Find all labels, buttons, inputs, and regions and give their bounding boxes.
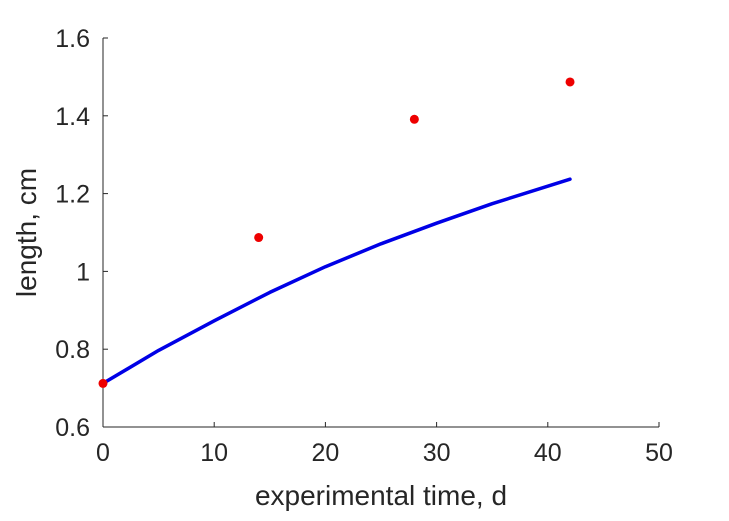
y-tick-label: 0.6 — [55, 414, 90, 442]
x-tick-label: 10 — [200, 439, 228, 467]
x-tick-label: 40 — [534, 439, 562, 467]
x-tick-label: 30 — [423, 439, 451, 467]
y-tick-label: 1.4 — [55, 103, 90, 131]
data-point — [565, 77, 575, 87]
y-tick-label: 1 — [76, 258, 90, 286]
y-tick-label: 1.6 — [55, 25, 90, 53]
y-tick-label: 0.8 — [55, 336, 90, 364]
y-axis-title: length, cm — [11, 168, 42, 297]
y-axis-ticks: 0.6 0.8 1 1.2 1.4 1.6 — [55, 25, 108, 442]
x-tick-label: 0 — [96, 439, 110, 467]
data-point — [409, 114, 419, 124]
y-tick-label: 1.2 — [55, 181, 90, 209]
x-axis-title: experimental time, d — [255, 480, 507, 511]
series-layer — [98, 77, 575, 388]
x-tick-label: 20 — [311, 439, 339, 467]
data-point — [98, 378, 108, 388]
fit-line — [101, 177, 572, 386]
data-point — [254, 233, 264, 243]
x-tick-label: 50 — [645, 439, 673, 467]
x-axis-ticks: 0 10 20 30 40 50 — [96, 422, 673, 467]
